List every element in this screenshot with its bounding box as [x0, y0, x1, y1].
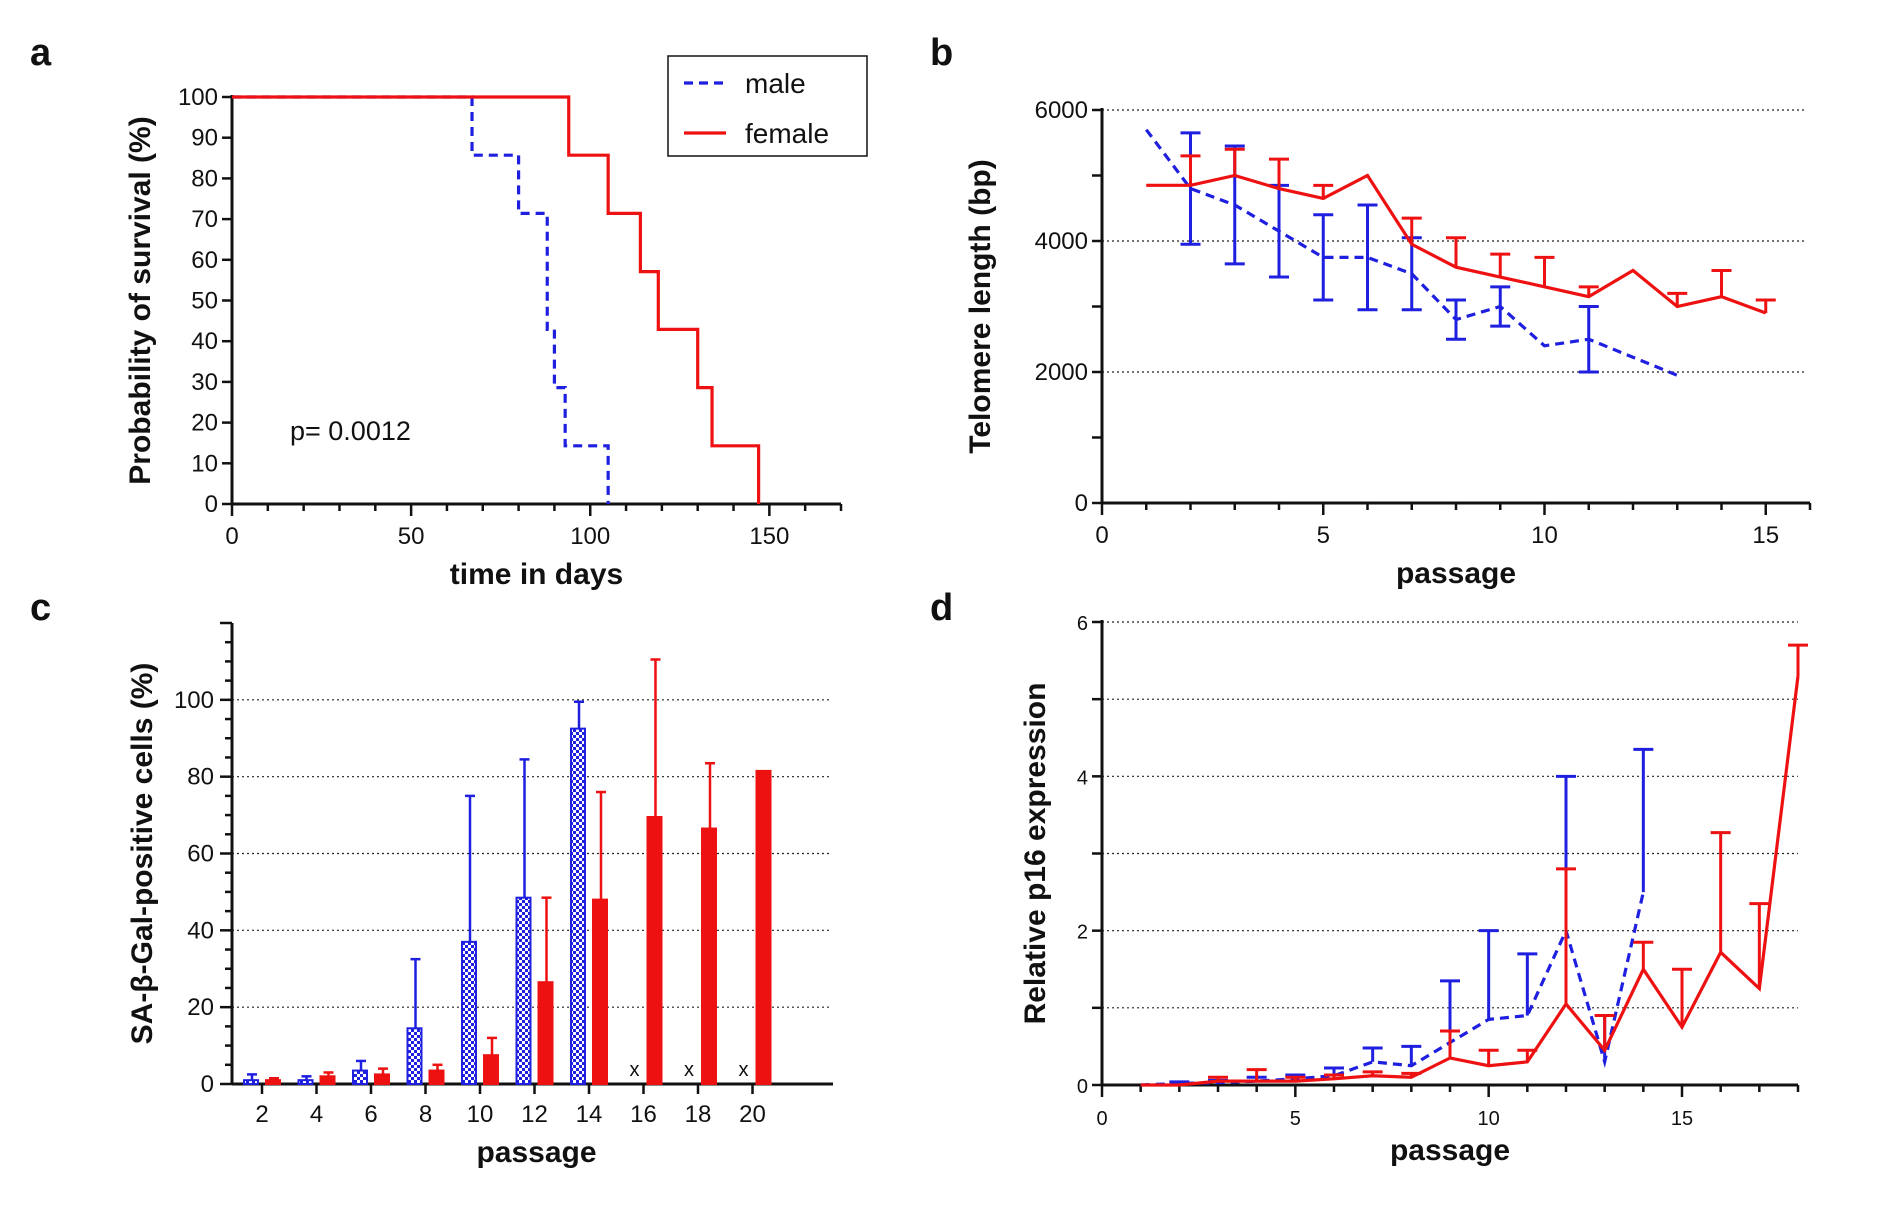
female-bar: [701, 827, 717, 1086]
male-bar: [243, 1079, 259, 1085]
y-tick-label: 2: [1077, 922, 1088, 944]
female-bar: [265, 1079, 281, 1085]
legend-male-label: male: [745, 68, 806, 99]
female-bar: [537, 981, 554, 1086]
chart-b-telomere: 0 2000 4000 6000 0 5 10 15 passage Telomere lengt…: [964, 97, 1812, 590]
x-tick-label: 20: [739, 1101, 766, 1128]
x-axis-title: passage: [1396, 557, 1516, 590]
male-bar: [297, 1079, 314, 1085]
y-tick-label: 60: [187, 841, 214, 868]
x-tick-label: 100: [570, 523, 610, 550]
y-tick-label: 6000: [1035, 97, 1088, 124]
x-tick-label: 0: [1096, 1108, 1107, 1130]
male-bar: [515, 896, 532, 1085]
missing-marker: x: [630, 1059, 640, 1081]
x-tick-label: 150: [749, 523, 789, 550]
male-series-line: [1140, 891, 1645, 1087]
y-axis-title: Relative p16 expression: [1019, 683, 1052, 1025]
missing-marker: x: [739, 1059, 749, 1081]
x-tick-label: 10: [467, 1101, 494, 1128]
male-bar: [461, 940, 477, 1085]
y-tick-label: 80: [187, 764, 214, 791]
y-tick-label: 20: [187, 994, 214, 1021]
x-tick-label: 5: [1290, 1108, 1301, 1130]
y-tick-label: 50: [191, 288, 218, 315]
chart-a-survival: 0 10 20 30 40 50 60 70 80 90 100 0 50 100 150 time in d…: [124, 55, 868, 591]
female-bar: [319, 1075, 336, 1085]
legend-box: [667, 55, 868, 157]
female-bar: [646, 816, 663, 1085]
y-tick-label: 30: [191, 369, 218, 396]
x-tick-label: 16: [630, 1101, 657, 1128]
y-tick-label: 70: [191, 206, 218, 233]
male-bar: [406, 1027, 423, 1085]
y-axis-title: SA-β-Gal-positive cells (%): [126, 663, 159, 1045]
y-tick-label: 40: [187, 917, 214, 944]
y-tick-label: 4: [1077, 767, 1088, 789]
female-bar: [483, 1054, 499, 1085]
x-tick-label: 10: [1478, 1108, 1500, 1130]
x-axis-title: time in days: [450, 558, 623, 591]
y-tick-label: 20: [191, 410, 218, 437]
female-bar: [592, 898, 608, 1085]
panel-letter-c: c: [30, 587, 51, 629]
y-tick-label: 100: [178, 84, 218, 111]
male-bar: [352, 1069, 368, 1086]
x-tick-label: 2: [255, 1101, 268, 1128]
x-tick-label: 5: [1317, 522, 1330, 549]
x-tick-label: 4: [310, 1101, 323, 1128]
chart-c-sa-beta-gal: 0 20 40 60 80 100 2 4 6 8 10 12 14 16 18 20 passage SA-β-…: [126, 621, 833, 1169]
female-series-line: [232, 95, 761, 504]
male-bar: [570, 727, 586, 1085]
y-tick-label: 100: [174, 687, 214, 714]
y-tick-label: 90: [191, 125, 218, 152]
x-tick-label: 8: [419, 1101, 432, 1128]
male-series-line: [232, 95, 610, 504]
y-tick-label: 6: [1077, 613, 1088, 635]
x-tick-label: 18: [685, 1101, 712, 1128]
y-axis-title: Telomere length (bp): [964, 159, 997, 453]
x-tick-label: 10: [1531, 522, 1558, 549]
x-tick-label: 0: [1095, 522, 1108, 549]
x-tick-label: 50: [398, 523, 425, 550]
missing-marker: x: [684, 1059, 694, 1081]
female-series-line: [1146, 173, 1767, 315]
female-bar: [428, 1069, 445, 1086]
y-tick-label: 0: [201, 1071, 214, 1098]
y-tick-label: 0: [1075, 490, 1088, 517]
x-tick-label: 15: [1671, 1108, 1693, 1130]
legend-female-label: female: [745, 118, 829, 149]
x-tick-label: 0: [225, 523, 238, 550]
y-tick-label: 80: [191, 165, 218, 192]
female-bar: [755, 769, 772, 1085]
x-tick-label: 15: [1752, 522, 1779, 549]
legend: male female: [667, 55, 868, 157]
panel-letter-b: b: [930, 32, 953, 74]
x-tick-label: 12: [521, 1101, 548, 1128]
y-axis-title: Probability of survival (%): [124, 116, 157, 484]
male-series-line: [1144, 128, 1678, 377]
x-axis-title: passage: [1390, 1134, 1510, 1167]
y-tick-label: 2000: [1035, 359, 1088, 386]
y-tick-label: 60: [191, 247, 218, 274]
y-tick-label: 0: [205, 491, 218, 518]
y-tick-label: 10: [191, 450, 218, 477]
panel-letter-a: a: [30, 32, 52, 74]
x-axis-title: passage: [476, 1136, 596, 1169]
x-tick-label: 6: [364, 1101, 377, 1128]
female-bar: [374, 1073, 390, 1086]
chart-d-p16: 0 2 4 6 0 5 10 15 passage Relative p16 expression: [1019, 613, 1808, 1167]
y-tick-label: 0: [1077, 1076, 1088, 1098]
panel-letter-d: d: [930, 587, 953, 629]
p-value-annotation: p= 0.0012: [290, 416, 411, 446]
y-tick-label: 40: [191, 328, 218, 355]
y-tick-label: 4000: [1035, 228, 1088, 255]
x-tick-label: 14: [576, 1101, 603, 1128]
female-series-line: [1140, 675, 1800, 1087]
